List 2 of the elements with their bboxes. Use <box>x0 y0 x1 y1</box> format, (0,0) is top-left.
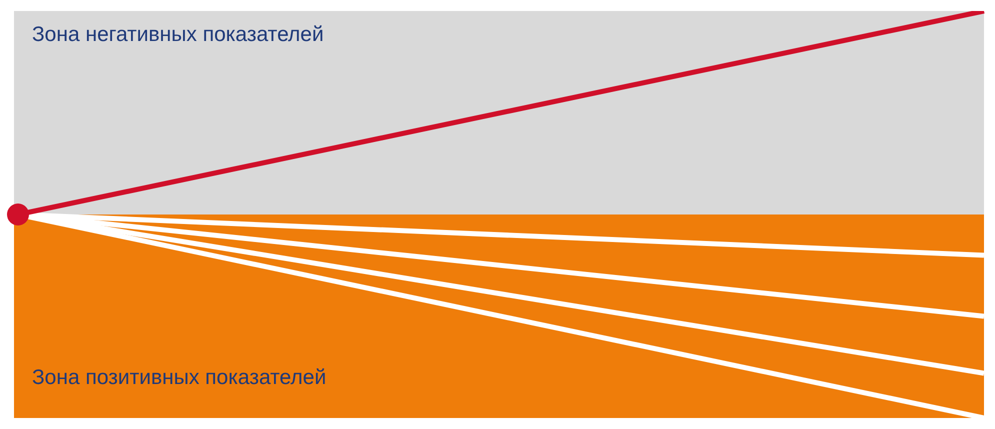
band-label: Зона негативных показателей <box>32 22 324 46</box>
band-label: Зона позитивных показателей <box>32 366 326 389</box>
